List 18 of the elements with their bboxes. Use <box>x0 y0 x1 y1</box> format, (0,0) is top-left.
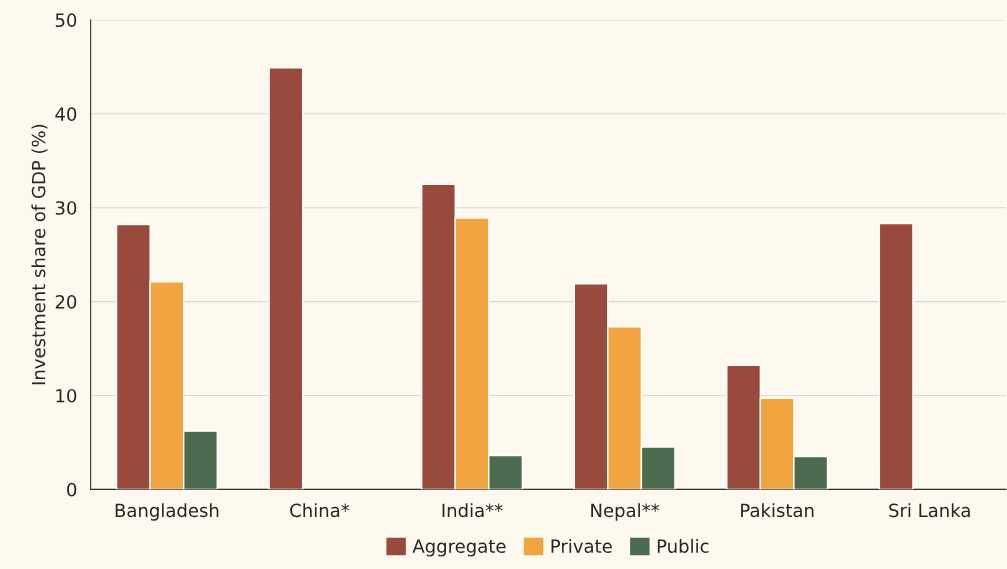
y-tick-label: 40 <box>55 107 77 121</box>
bar <box>268 67 304 490</box>
legend-label: Aggregate <box>412 539 506 557</box>
x-tick-label: China* <box>290 503 350 518</box>
legend-label: Private <box>551 538 612 553</box>
y-axis-title: Investment share of GDP (%) <box>31 124 48 385</box>
y-tick-label: 20 <box>55 295 77 309</box>
x-tick-label: Bangladesh <box>115 503 219 521</box>
x-tick-label: Sri Lanka <box>889 503 970 518</box>
x-tick-label: India** <box>442 503 503 518</box>
y-tick-label: 0 <box>67 482 77 497</box>
x-tick-label: Nepal** <box>591 503 660 521</box>
bar <box>878 222 914 490</box>
legend-label: Public <box>657 538 709 553</box>
y-tick-label: 10 <box>56 388 77 403</box>
y-tick-label: 30 <box>55 201 77 215</box>
x-tick-label: Pakistan <box>741 503 814 518</box>
y-tick-label: 50 <box>55 13 77 28</box>
